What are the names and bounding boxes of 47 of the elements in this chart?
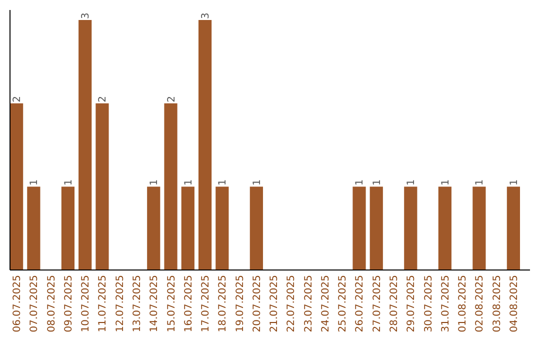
x-tick-label: 08.07.2025	[46, 275, 58, 332]
data-label: 3	[80, 12, 92, 19]
data-label: 1	[252, 179, 263, 186]
x-tick-label: 25.07.2025	[338, 275, 349, 332]
data-label: 1	[372, 179, 383, 186]
data-label: 1	[63, 179, 74, 186]
data-label: 2	[166, 96, 178, 102]
x-tick-label: 16.07.2025	[183, 275, 194, 332]
x-tick-label: 17.07.2025	[200, 275, 212, 332]
data-label: 2	[98, 96, 109, 102]
x-tick-label: 23.07.2025	[303, 275, 314, 332]
x-tick-label: 14.07.2025	[149, 275, 160, 332]
x-tick-label: 31.07.2025	[440, 275, 452, 332]
x-tick-label: 01.08.2025	[458, 275, 469, 332]
x-tick-label: 28.07.2025	[389, 275, 400, 332]
data-label: 1	[354, 179, 366, 186]
x-tick-label: 03.08.2025	[492, 275, 503, 332]
x-tick-label: 22.07.2025	[286, 275, 298, 332]
x-tick-label: 07.07.2025	[29, 275, 40, 332]
x-tick-label: 24.07.2025	[320, 275, 332, 332]
data-label: 2	[12, 96, 24, 102]
data-label: 1	[183, 179, 194, 186]
data-label: 1	[218, 179, 229, 186]
x-tick-label: 09.07.2025	[63, 275, 74, 332]
x-tick-label: 19.07.2025	[234, 275, 246, 332]
x-tick-label: 10.07.2025	[80, 275, 92, 332]
data-label: 1	[149, 179, 160, 186]
data-label: 1	[474, 179, 486, 186]
x-tick-label: 18.07.2025	[218, 275, 229, 332]
x-tick-label: 30.07.2025	[423, 275, 434, 332]
data-label: 3	[200, 12, 212, 19]
data-label: 1	[29, 179, 40, 186]
data-label: 1	[406, 179, 418, 186]
x-tick-label: 11.07.2025	[98, 275, 109, 332]
x-tick-label: 29.07.2025	[406, 275, 418, 332]
data-label: 1	[508, 179, 520, 186]
data-label: 1	[440, 179, 452, 186]
x-tick-label: 15.07.2025	[166, 275, 178, 332]
x-tick-label: 02.08.2025	[474, 275, 486, 332]
x-tick-label: 06.07.2025	[12, 275, 24, 332]
x-tick-label: 27.07.2025	[372, 275, 383, 332]
x-tick-label: 13.07.2025	[132, 275, 143, 332]
x-tick-label: 21.07.2025	[269, 275, 280, 332]
x-tick-label: 12.07.2025	[114, 275, 126, 332]
x-tick-label: 04.08.2025	[508, 275, 520, 332]
x-tick-label: 26.07.2025	[354, 275, 366, 332]
x-tick-label: 20.07.2025	[252, 275, 263, 332]
